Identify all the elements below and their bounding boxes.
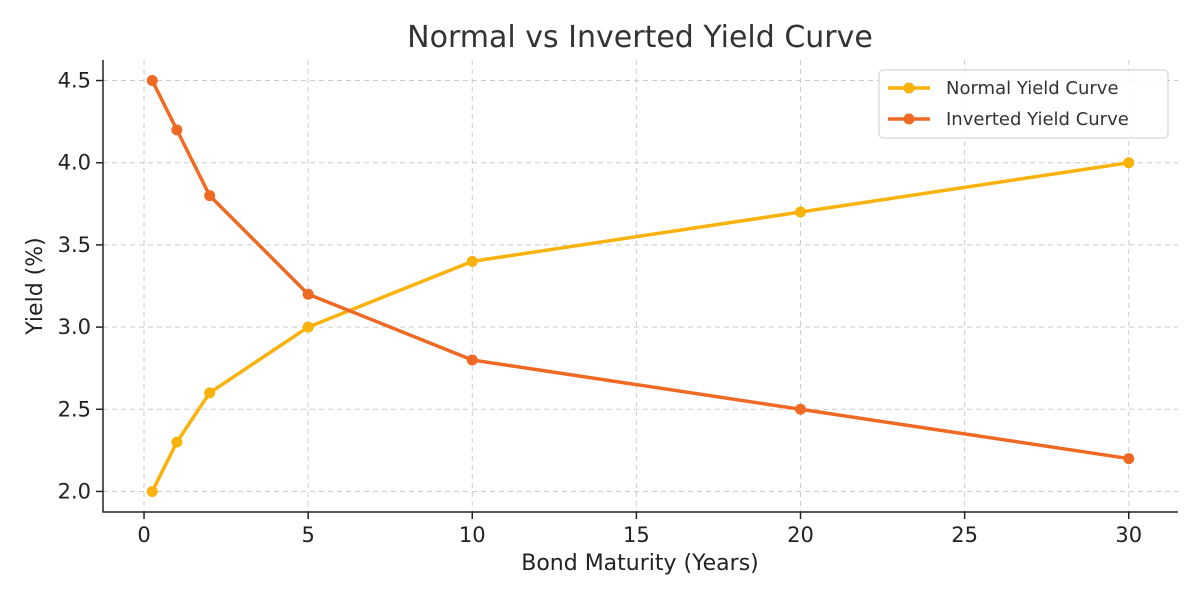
x-tick-label: 5: [301, 523, 314, 547]
x-axis-ticks: 0 5 10 15 20 25 30: [137, 512, 1142, 547]
x-axis-label: Bond Maturity (Years): [521, 551, 759, 576]
legend: Normal Yield Curve Inverted Yield Curve: [878, 69, 1169, 139]
series-normal: [146, 157, 1135, 497]
data-point-normal: [171, 436, 183, 448]
legend-swatch-marker-normal: [903, 82, 915, 94]
legend-label-normal: Normal Yield Curve: [946, 78, 1119, 99]
data-point-normal: [795, 206, 807, 218]
x-tick-label: 25: [951, 523, 978, 547]
data-point-inverted: [146, 75, 158, 87]
series-inverted: [146, 75, 1135, 465]
y-tick-label: 3.0: [58, 315, 91, 339]
y-tick-label: 4.0: [58, 151, 91, 175]
legend-label-inverted: Inverted Yield Curve: [946, 109, 1129, 130]
legend-box: [878, 69, 1169, 139]
x-tick-label: 10: [459, 523, 486, 547]
data-point-inverted: [466, 354, 478, 366]
series-line-normal: [150, 160, 1131, 494]
legend-swatch-marker-inverted: [903, 113, 915, 125]
data-point-inverted: [302, 288, 314, 300]
x-tick-label: 15: [623, 523, 650, 547]
data-point-inverted: [795, 403, 807, 415]
chart-title: Normal vs Inverted Yield Curve: [407, 20, 873, 55]
y-tick-label: 2.5: [58, 397, 91, 421]
series-layer: [146, 75, 1135, 497]
y-axis-ticks: 2.0 2.5 3.0 3.5 4.0 4.5: [58, 69, 103, 503]
data-point-normal: [466, 255, 478, 267]
x-tick-label: 30: [1115, 523, 1142, 547]
data-point-inverted: [171, 124, 183, 136]
x-tick-label: 0: [137, 523, 150, 547]
y-tick-label: 3.5: [58, 233, 91, 257]
x-tick-label: 20: [787, 523, 814, 547]
data-point-normal: [1123, 157, 1135, 169]
data-point-normal: [302, 321, 314, 333]
y-tick-label: 2.0: [58, 479, 91, 503]
axis-spines: [102, 60, 1178, 513]
data-point-inverted: [204, 190, 216, 202]
data-point-normal: [204, 387, 216, 399]
data-point-inverted: [1123, 453, 1135, 465]
y-tick-label: 4.5: [58, 69, 91, 93]
data-point-normal: [146, 485, 158, 497]
y-axis-label: Yield (%): [23, 237, 48, 335]
